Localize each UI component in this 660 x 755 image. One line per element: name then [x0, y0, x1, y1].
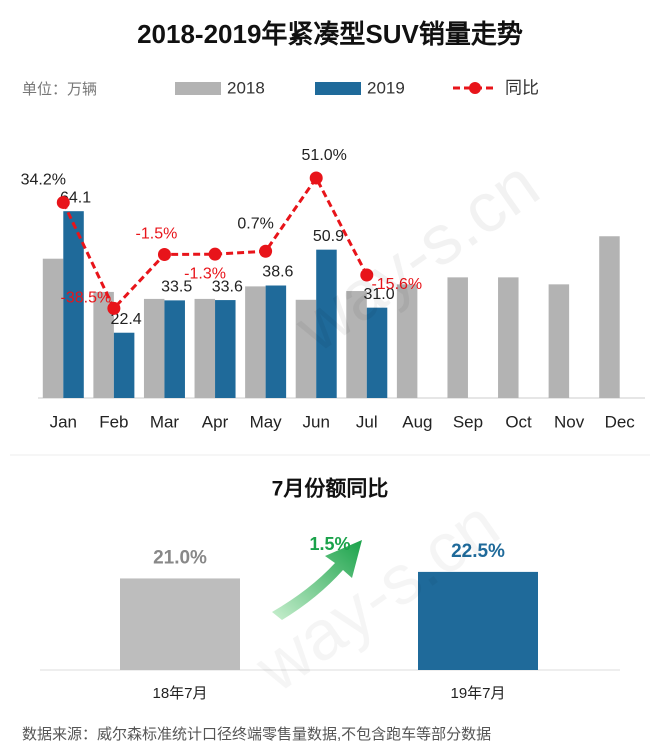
x-tick-label: Aug	[402, 412, 432, 431]
bar	[42, 258, 64, 398]
data-label: 0.7%	[237, 215, 273, 232]
data-label: -15.6%	[371, 276, 422, 293]
legend-swatch	[175, 82, 221, 95]
x-tick-label: Dec	[605, 412, 636, 431]
legend: 2018 2019 同比	[175, 78, 539, 97]
x-tick-label: Feb	[99, 412, 128, 431]
chart-1: Jan Feb Mar Apr May Jun Jul Aug Sep Oct Nov Dec64.1…	[21, 147, 645, 431]
bar	[548, 284, 570, 398]
bar	[498, 277, 519, 398]
x-tick-label: Jul	[356, 412, 378, 431]
data-label: 21.0%	[153, 547, 207, 568]
legend-label: 2018	[227, 78, 265, 97]
data-label: 31.0	[363, 286, 394, 303]
x-tick-label: May	[250, 412, 283, 431]
data-label: 33.5	[161, 279, 192, 296]
legend-swatch	[315, 82, 361, 95]
data-label: 33.6	[212, 278, 243, 295]
data-label: -1.5%	[136, 226, 178, 243]
line-point	[208, 247, 222, 261]
x-tick-label: 18年7月	[152, 685, 207, 702]
bar	[265, 285, 287, 398]
bar	[113, 332, 135, 398]
data-label: 38.6	[262, 264, 293, 281]
bar	[143, 298, 165, 398]
bar	[447, 277, 468, 398]
bar	[346, 291, 367, 398]
bar	[396, 284, 418, 398]
unit-label: 单位：万辆	[22, 81, 97, 98]
x-tick-label: Jan	[50, 412, 77, 431]
bar	[366, 307, 388, 398]
bar	[164, 300, 185, 398]
bar	[295, 299, 317, 398]
footer: 数据来源：威尔森标准统计口径终端零售量数据,不包含跑车等部分数据	[22, 725, 491, 743]
x-tick-label: Oct	[505, 412, 532, 431]
line-point	[157, 247, 171, 261]
x-tick-label: Sep	[453, 412, 483, 431]
annotation: 1.5%	[309, 534, 350, 554]
bar	[63, 211, 84, 398]
chart-2: 21.0% 18年7月 22.5% 19年7月	[40, 541, 620, 702]
data-label: -38.5%	[61, 290, 112, 307]
legend-label: 同比	[505, 78, 539, 97]
legend-swatch	[469, 82, 481, 94]
chart-title: 2018-2019年紧凑型SUV销量走势	[137, 19, 523, 49]
data-label: 51.0%	[302, 147, 347, 164]
bar	[245, 286, 266, 398]
data-label: 22.4	[111, 311, 142, 328]
bar	[93, 291, 114, 398]
chart-title: 7月份额同比	[272, 477, 389, 501]
bar	[194, 298, 216, 398]
bar	[599, 236, 620, 398]
growth-arrow	[272, 540, 362, 620]
x-tick-label: Jun	[302, 412, 329, 431]
x-tick-label: Apr	[202, 412, 229, 431]
x-tick-label: Nov	[554, 412, 585, 431]
line-point	[56, 195, 70, 209]
line-point	[360, 268, 374, 282]
line-point	[309, 171, 323, 185]
bar	[316, 249, 337, 398]
line-point	[107, 301, 121, 315]
data-label: 50.9	[313, 228, 344, 245]
bar	[418, 571, 538, 670]
line-point	[259, 244, 273, 258]
bar	[120, 578, 240, 670]
legend-label: 2019	[367, 78, 405, 97]
data-label: -1.3%	[184, 265, 226, 282]
data-label: 34.2%	[21, 172, 66, 189]
x-tick-label: 19年7月	[450, 685, 505, 702]
x-tick-label: Mar	[150, 412, 180, 431]
data-label: 22.5%	[451, 541, 505, 562]
bar	[215, 300, 236, 398]
